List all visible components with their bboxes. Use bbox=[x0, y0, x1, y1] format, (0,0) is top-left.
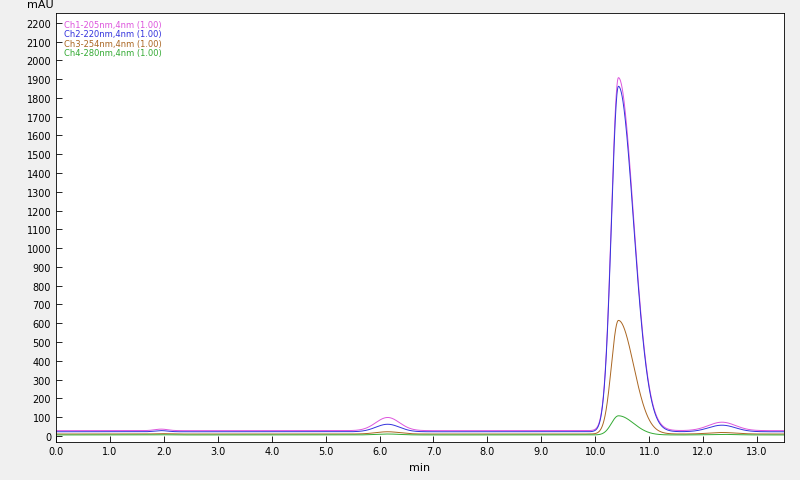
Ch3-254nm,4nm (1.00) bbox=[51, 431, 61, 437]
Ch1-205nm,4nm (1.00) bbox=[51, 428, 61, 433]
Line: Ch1-205nm,4nm (1.00): Ch1-205nm,4nm (1.00) bbox=[56, 79, 784, 431]
Ch4-280nm,4nm (1.00) bbox=[88, 432, 98, 438]
Ch3-254nm,4nm (1.00) bbox=[779, 431, 789, 437]
Ch2-220nm,4nm (1.00) bbox=[779, 429, 789, 435]
Ch2-220nm,4nm (1.00) bbox=[314, 429, 324, 435]
Ch2-220nm,4nm (1.00) bbox=[614, 84, 623, 90]
Ch2-220nm,4nm (1.00) bbox=[51, 429, 61, 435]
Ch1-205nm,4nm (1.00) bbox=[88, 428, 98, 433]
Ch1-205nm,4nm (1.00) bbox=[779, 428, 789, 433]
Ch4-280nm,4nm (1.00) bbox=[482, 432, 491, 438]
Line: Ch3-254nm,4nm (1.00): Ch3-254nm,4nm (1.00) bbox=[56, 321, 784, 434]
Line: Ch2-220nm,4nm (1.00): Ch2-220nm,4nm (1.00) bbox=[56, 87, 784, 432]
Line: Ch4-280nm,4nm (1.00): Ch4-280nm,4nm (1.00) bbox=[56, 416, 784, 435]
Ch4-280nm,4nm (1.00) bbox=[614, 413, 623, 419]
Ch3-254nm,4nm (1.00) bbox=[591, 431, 601, 436]
Text: mAU: mAU bbox=[27, 0, 54, 10]
Ch2-220nm,4nm (1.00) bbox=[591, 427, 601, 433]
Ch4-280nm,4nm (1.00) bbox=[779, 432, 789, 438]
Ch2-220nm,4nm (1.00) bbox=[88, 429, 98, 435]
Ch4-280nm,4nm (1.00) bbox=[591, 432, 601, 438]
Ch1-205nm,4nm (1.00) bbox=[514, 428, 523, 433]
Ch3-254nm,4nm (1.00) bbox=[88, 431, 98, 437]
Ch4-280nm,4nm (1.00) bbox=[630, 421, 639, 427]
Ch1-205nm,4nm (1.00) bbox=[630, 230, 639, 236]
Ch2-220nm,4nm (1.00) bbox=[482, 429, 491, 435]
Legend: Ch1-205nm,4nm (1.00), Ch2-220nm,4nm (1.00), Ch3-254nm,4nm (1.00), Ch4-280nm,4nm : Ch1-205nm,4nm (1.00), Ch2-220nm,4nm (1.0… bbox=[64, 21, 162, 58]
Ch4-280nm,4nm (1.00) bbox=[51, 432, 61, 438]
Ch1-205nm,4nm (1.00) bbox=[482, 428, 491, 433]
Ch3-254nm,4nm (1.00) bbox=[314, 431, 324, 437]
Ch3-254nm,4nm (1.00) bbox=[514, 431, 523, 437]
Ch1-205nm,4nm (1.00) bbox=[614, 76, 623, 82]
Ch1-205nm,4nm (1.00) bbox=[591, 426, 601, 432]
Ch3-254nm,4nm (1.00) bbox=[482, 431, 491, 437]
Ch1-205nm,4nm (1.00) bbox=[314, 428, 324, 433]
Ch3-254nm,4nm (1.00) bbox=[614, 318, 623, 324]
Ch2-220nm,4nm (1.00) bbox=[514, 429, 523, 435]
Ch2-220nm,4nm (1.00) bbox=[630, 235, 639, 241]
Ch4-280nm,4nm (1.00) bbox=[314, 432, 324, 438]
X-axis label: min: min bbox=[410, 462, 430, 472]
Ch4-280nm,4nm (1.00) bbox=[514, 432, 523, 438]
Ch3-254nm,4nm (1.00) bbox=[630, 368, 639, 373]
